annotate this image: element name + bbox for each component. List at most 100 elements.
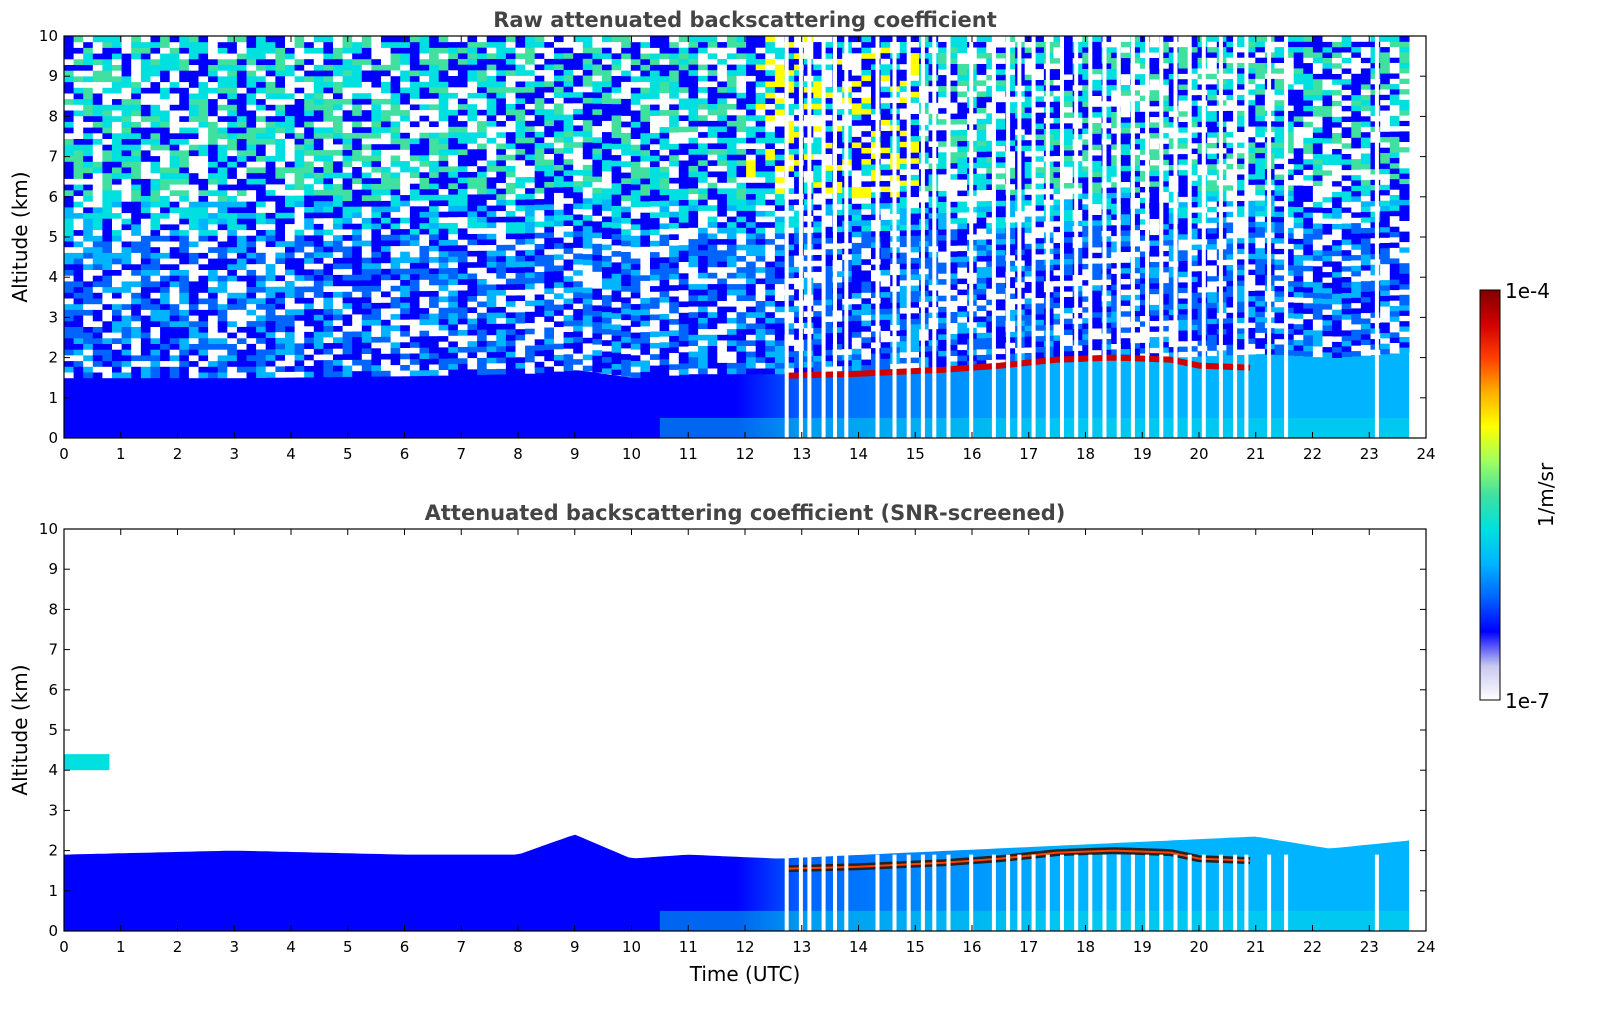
x-tick-label: 19 xyxy=(1133,938,1152,956)
data-gap xyxy=(1374,36,1379,438)
x-tick-label: 3 xyxy=(229,445,239,463)
x-tick-label: 7 xyxy=(456,938,466,956)
x-tick-label: 4 xyxy=(286,938,296,956)
data-gap xyxy=(875,854,880,931)
x-tick-label: 3 xyxy=(229,938,239,956)
data-gap xyxy=(875,36,880,438)
x-tick-label: 5 xyxy=(343,445,353,463)
x-tick-label: 14 xyxy=(849,938,868,956)
data-gap xyxy=(1017,36,1022,438)
x-tick-label: 16 xyxy=(962,445,981,463)
heatmap-field xyxy=(64,754,1409,931)
y-tick-label: 9 xyxy=(48,560,58,578)
x-tick-label: 8 xyxy=(513,938,523,956)
x-tick-label: 11 xyxy=(679,938,698,956)
y-tick-label: 3 xyxy=(48,308,58,326)
noise-speckle xyxy=(64,36,1410,379)
data-gap xyxy=(798,854,803,931)
x-tick-label: 4 xyxy=(286,445,296,463)
data-gap xyxy=(1173,36,1178,438)
x-tick-label: 18 xyxy=(1076,445,1095,463)
data-gap xyxy=(1159,854,1164,931)
y-tick-label: 8 xyxy=(48,600,58,618)
data-gap xyxy=(844,36,849,438)
data-gap xyxy=(892,854,897,931)
x-tick-label: 13 xyxy=(792,445,811,463)
x-tick-label: 10 xyxy=(622,445,641,463)
data-gap xyxy=(1074,854,1079,931)
data-gap xyxy=(1031,36,1036,438)
x-tick-label: 12 xyxy=(735,445,754,463)
data-gap xyxy=(821,854,826,931)
x-tick-label: 6 xyxy=(400,445,410,463)
y-tick-label: 2 xyxy=(48,842,58,860)
x-tick-label: 10 xyxy=(622,938,641,956)
x-tick-label: 22 xyxy=(1303,445,1322,463)
y-axis: 0 1 2 3 4 5 6 7 8 9 10 xyxy=(39,27,1426,447)
x-tick-label: 15 xyxy=(906,445,925,463)
y-tick-label: 4 xyxy=(48,268,58,286)
data-gap xyxy=(1017,854,1022,931)
data-gap xyxy=(1045,854,1050,931)
data-gap xyxy=(833,854,837,931)
data-gap xyxy=(946,854,951,931)
elevated-layer xyxy=(64,754,110,771)
data-gap xyxy=(1218,36,1223,438)
x-axis-label: Time (UTC) xyxy=(689,962,801,986)
data-gap xyxy=(932,36,937,438)
y-axis-label: Altitude (km) xyxy=(8,171,32,302)
data-gap xyxy=(784,36,789,438)
x-tick-label: 20 xyxy=(1189,445,1208,463)
data-gap xyxy=(1173,854,1178,931)
x-axis: 0 1 2 3 4 5 6 7 8 9 10 11 12 13 14 15 16 17 18 19 20 21 22 23 24 xyxy=(59,529,1436,956)
y-tick-label: 6 xyxy=(48,681,58,699)
data-gap xyxy=(1060,854,1064,931)
x-tick-label: 8 xyxy=(513,445,523,463)
x-tick-label: 6 xyxy=(400,938,410,956)
x-tick-label: 19 xyxy=(1133,445,1152,463)
data-gap xyxy=(1116,854,1121,931)
y-tick-label: 0 xyxy=(48,922,58,940)
panel-2: 0 1 2 3 4 5 6 7 8 9 10 11 12 13 14 15 16 17 18 19 20 21 22 23 24… xyxy=(8,501,1436,986)
data-gap xyxy=(1145,854,1150,931)
x-tick-label: 0 xyxy=(59,445,69,463)
x-tick-label: 17 xyxy=(1019,938,1038,956)
data-gap xyxy=(1201,36,1206,438)
data-gap xyxy=(1074,36,1079,438)
y-tick-label: 10 xyxy=(39,27,58,45)
colorbar-unit-label: 1/m/sr xyxy=(1534,462,1558,527)
x-axis: 0 1 2 3 4 5 6 7 8 9 10 11 12 13 14 15 16 17 18 19 20 21 22 23 24 xyxy=(59,36,1436,463)
data-gap xyxy=(844,854,849,931)
data-gap xyxy=(1233,36,1238,438)
data-gap xyxy=(1102,854,1107,931)
data-gap xyxy=(1267,36,1272,438)
chart-title: Attenuated backscattering coefficient (S… xyxy=(425,501,1066,525)
x-tick-label: 24 xyxy=(1416,938,1435,956)
data-gap xyxy=(969,36,974,438)
x-tick-label: 24 xyxy=(1416,445,1435,463)
colorbar-gradient xyxy=(1479,289,1501,701)
data-gap xyxy=(1284,36,1289,438)
data-gap xyxy=(798,36,803,438)
data-gap xyxy=(1060,36,1064,438)
data-gap xyxy=(1006,36,1011,438)
data-gap xyxy=(892,36,897,438)
x-tick-label: 18 xyxy=(1076,938,1095,956)
boundary-layer xyxy=(64,351,1409,438)
x-tick-label: 9 xyxy=(570,938,580,956)
y-tick-label: 10 xyxy=(39,520,58,538)
data-gap xyxy=(1159,36,1164,438)
data-gap xyxy=(1102,36,1107,438)
x-tick-label: 16 xyxy=(962,938,981,956)
data-gap xyxy=(1244,854,1249,931)
data-gap xyxy=(1374,854,1379,931)
data-gap xyxy=(1267,854,1272,931)
y-axis-label: Altitude (km) xyxy=(8,664,32,795)
data-gap xyxy=(1006,854,1011,931)
x-tick-label: 21 xyxy=(1246,938,1265,956)
data-gap xyxy=(920,854,925,931)
y-tick-label: 7 xyxy=(48,641,58,659)
data-gap xyxy=(991,36,996,438)
heatmap-field xyxy=(64,36,1410,438)
data-gap xyxy=(1284,854,1289,931)
